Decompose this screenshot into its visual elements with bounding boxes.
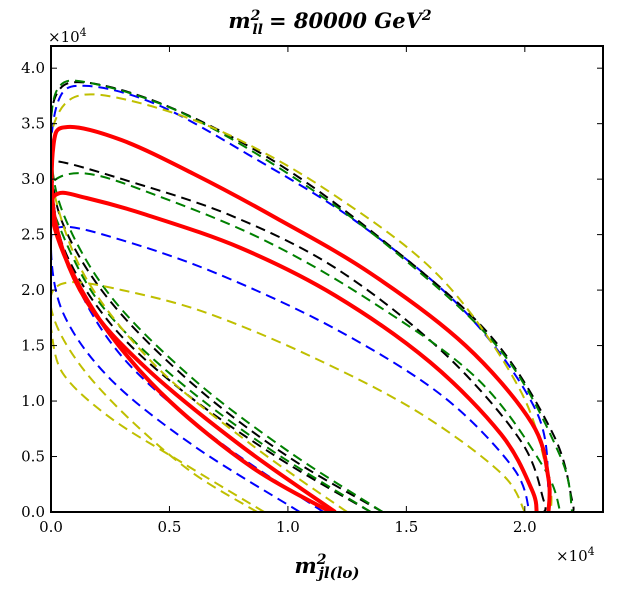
y-tick-label: 0.0 <box>21 503 45 521</box>
y-tick-label: 2.5 <box>21 226 45 244</box>
series-line-green-outer <box>51 79 574 512</box>
x-tick-label: 0.0 <box>39 518 63 536</box>
series-line-black-inner <box>51 158 547 512</box>
y-tick-label: 2.0 <box>21 281 45 299</box>
x-scale-label: ×104 <box>556 545 595 565</box>
chart-title: m2 ll = 80000 GeV2 <box>228 8 432 38</box>
series-line-green-inner <box>51 172 562 512</box>
y-tick-label: 3.0 <box>21 170 45 188</box>
series-line-black-outer <box>51 81 575 512</box>
ticks-layer: 0.0 0.5 1.0 1.5 2.0 0.0 0.5 1.0 1.5 2.0 2.5 3.0 3.5 4… <box>21 46 603 536</box>
series-line-red-inner <box>51 190 539 512</box>
y-tick-label: 3.5 <box>21 115 45 133</box>
series-line-yellow-low <box>51 328 265 512</box>
x-axis-label: m2 jl(lo) <box>294 552 359 582</box>
plot-frame <box>50 45 604 513</box>
y-tick-label: 4.0 <box>21 59 45 77</box>
series-line-blue-outer <box>51 84 551 512</box>
x-tick-label: 2.0 <box>513 518 537 536</box>
x-tick-label: 1.5 <box>394 518 418 536</box>
series-line-blue-inner <box>51 225 531 512</box>
y-scale-label: ×104 <box>48 26 87 46</box>
series-layer <box>51 79 575 512</box>
y-tick-label: 1.5 <box>21 337 45 355</box>
x-tick-label: 1.0 <box>276 518 300 536</box>
series-line-red-outer <box>51 124 552 512</box>
y-tick-label: 1.0 <box>21 392 45 410</box>
y-tick-label: 0.5 <box>21 448 45 466</box>
series-line-yellow-outer <box>51 93 553 512</box>
series-line-yellow-inner <box>51 281 526 512</box>
x-tick-label: 0.5 <box>158 518 182 536</box>
